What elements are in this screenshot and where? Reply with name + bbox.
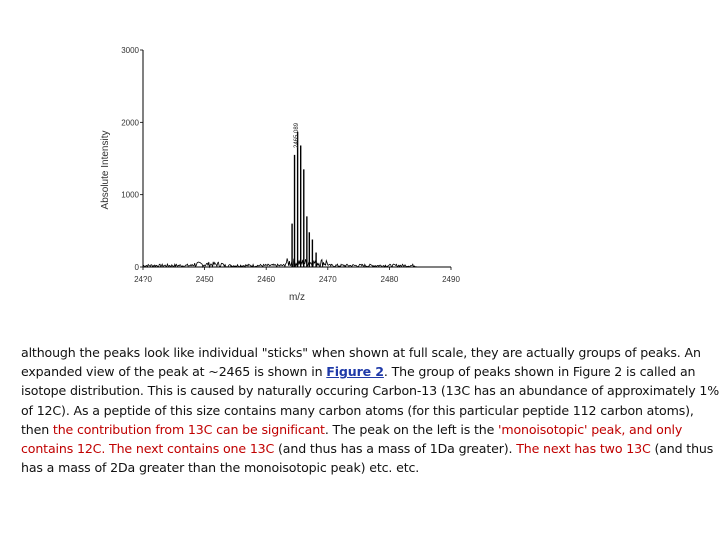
peak-annotation-label: 2465.089 (294, 122, 300, 148)
baseline-noise-trace (142, 258, 417, 269)
x-tick-label: 2470 (319, 275, 337, 284)
y-tick-label: 0 (135, 263, 140, 272)
chart-peaks (291, 131, 317, 267)
highlighted-text: 'monoisotopic' peak, and only contains 1… (21, 421, 683, 457)
paragraph-text: . The group of peaks shown in Figure 2 i… (21, 364, 720, 437)
highlighted-text: the contribution from 13C can be signifi… (52, 421, 325, 437)
x-tick-label: 24?0 (134, 275, 152, 284)
x-tick-label: 2450 (196, 275, 214, 284)
explanation-paragraph: although the peaks look like individual … (21, 343, 720, 477)
y-tick-label: 2000 (121, 118, 139, 127)
y-tick-label: 1000 (121, 191, 139, 200)
chart-ticks: 0 1000 2000 3000 24?0 2450 2460 2470 2480 2490 (121, 46, 460, 284)
paragraph-text: (and thus has a mass of 1Da greater). (274, 441, 517, 457)
figure-2-link[interactable]: Figure 2 (326, 364, 384, 380)
x-tick-label: 2490 (442, 275, 460, 284)
paragraph-text: (and thus has a mass of 2Da greater than… (21, 441, 714, 476)
mass-spectrum-chart: 0 1000 2000 3000 24?0 2450 2460 2470 2480 2490 Ab… (100, 46, 460, 303)
paragraph-text: . The peak on the left is the (324, 421, 499, 437)
highlighted-text: The next has two 13C (516, 441, 651, 457)
x-tick-label: 2460 (257, 275, 275, 284)
x-tick-label: 2480 (381, 275, 399, 284)
paragraph-text: although the peaks look like individual … (21, 345, 701, 380)
x-axis-label: m/z (289, 292, 305, 303)
y-axis-label: Absolute Intensity (100, 131, 111, 210)
y-tick-label: 3000 (121, 46, 139, 55)
